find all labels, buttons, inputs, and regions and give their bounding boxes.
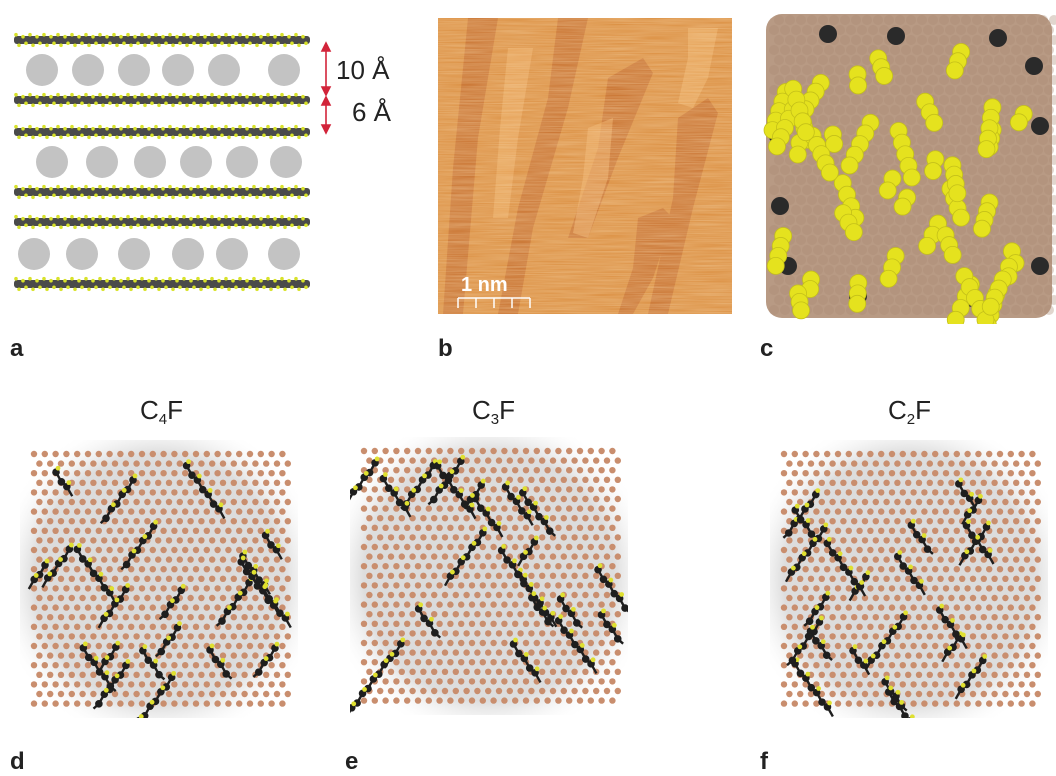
formula-c4f: C4F <box>140 395 183 428</box>
graphene-layer <box>14 92 310 108</box>
graphene-layer <box>14 124 310 140</box>
intercalant-molecule <box>118 54 150 86</box>
scale-bar <box>457 297 531 308</box>
intercalant-molecule <box>270 146 302 178</box>
fluorinated-carbon-chains <box>782 477 995 718</box>
intercalant-molecule <box>226 146 258 178</box>
intercalant-molecule <box>72 54 104 86</box>
intercalant-molecule <box>36 146 68 178</box>
space-filling-model <box>763 14 1056 324</box>
fluorinated-carbon-chains <box>27 459 292 718</box>
panel-label-a: a <box>10 335 24 362</box>
lattice-c2f <box>770 440 1048 718</box>
spacing-label-6A: 6 Å <box>352 97 392 127</box>
scale-bar-label: 1 nm <box>461 274 508 296</box>
stm-noise <box>438 18 732 314</box>
formula-c2f: C2F <box>888 395 931 428</box>
arrow-10A <box>320 41 332 97</box>
lattice-c4f <box>20 440 298 718</box>
panel-label-e: e <box>345 748 359 775</box>
fluorinated-carbon-chains <box>350 454 628 714</box>
intercalant-molecule <box>162 54 194 86</box>
formula-c4f-end: F <box>167 395 184 425</box>
intercalant-molecule <box>180 146 212 178</box>
graphene-layer <box>14 276 310 292</box>
formula-c2f-main: C <box>888 395 907 425</box>
spacing-label-10A: 10 Å <box>336 55 390 85</box>
formula-c4f-sub: 4 <box>158 411 168 428</box>
formula-c3f: C3F <box>472 395 515 428</box>
graphene-layer <box>14 184 310 200</box>
panel-label-d: d <box>10 748 25 775</box>
panel-label-c: c <box>760 335 774 362</box>
intercalant-molecule <box>18 238 50 270</box>
intercalant-molecule <box>118 238 150 270</box>
intercalant-molecule <box>66 238 98 270</box>
panel-label-b: b <box>438 335 453 362</box>
stm-image: 1 nm <box>438 18 732 314</box>
formula-c2f-sub: 2 <box>906 411 916 428</box>
formula-c3f-end: F <box>499 395 516 425</box>
formula-c3f-sub: 3 <box>490 411 500 428</box>
spacing-arrows <box>320 41 332 135</box>
graphene-layer <box>14 32 310 48</box>
intercalant-molecule <box>208 54 240 86</box>
formula-c3f-main: C <box>472 395 491 425</box>
intercalant-molecule <box>26 54 58 86</box>
graphene-layer <box>14 214 310 230</box>
intercalant-molecule <box>172 238 204 270</box>
formula-c4f-main: C <box>140 395 159 425</box>
formula-c2f-end: F <box>915 395 932 425</box>
intercalant-molecule <box>216 238 248 270</box>
panel-label-f: f <box>760 748 768 775</box>
lattice-c3f <box>350 437 628 715</box>
intercalant-molecule <box>268 238 300 270</box>
intercalant-molecule <box>86 146 118 178</box>
intercalant-molecule <box>134 146 166 178</box>
fluorine-atoms <box>763 43 1033 324</box>
arrow-6A <box>320 95 332 135</box>
layered-structure-diagram <box>14 32 310 292</box>
intercalant-molecule <box>268 54 300 86</box>
